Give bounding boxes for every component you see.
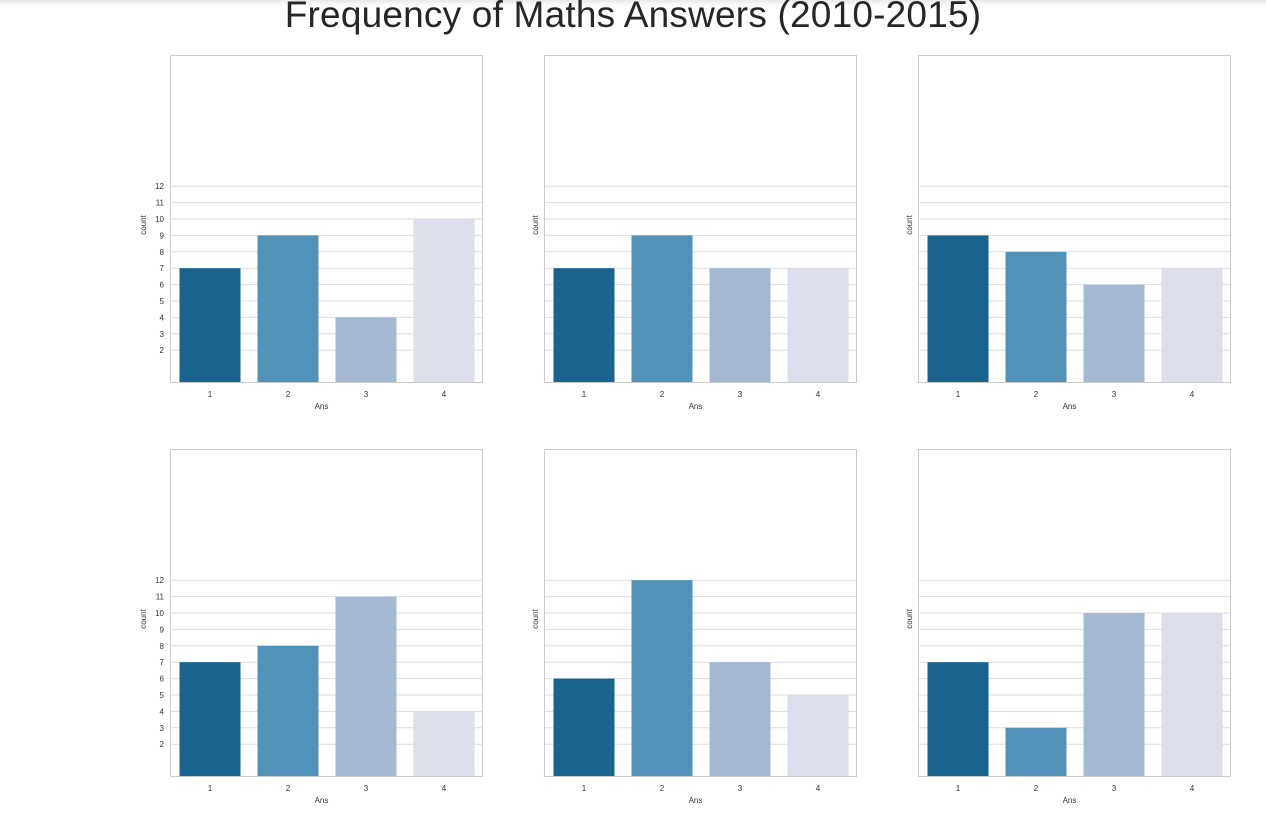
chart-title: Frequency of Maths Answers (2010-2015): [284, 0, 982, 35]
bar-3: [1083, 284, 1145, 383]
plot-frame: [170, 55, 483, 383]
x-tick-label: 3: [1112, 390, 1117, 399]
x-tick-label: 3: [738, 784, 743, 793]
y-tick-label: 6: [160, 675, 165, 684]
bar-2: [257, 235, 319, 383]
x-tick-label: 1: [208, 784, 213, 793]
bar-3: [709, 268, 771, 383]
y-tick-label: 10: [155, 215, 164, 224]
y-axis-label: count: [905, 214, 914, 234]
x-tick-label: 3: [1112, 784, 1117, 793]
x-axis-label: Ans: [689, 402, 703, 411]
y-tick-label: 10: [155, 609, 164, 618]
y-tick-label: 5: [160, 691, 165, 700]
bar-2: [1005, 727, 1067, 777]
x-tick-label: 4: [816, 390, 821, 399]
y-tick-label: 6: [160, 281, 165, 290]
y-tick-label: 9: [160, 625, 165, 634]
x-axis-label: Ans: [1063, 796, 1077, 805]
bar-4: [1161, 268, 1223, 383]
bar-4: [787, 268, 849, 383]
bar-2: [631, 235, 693, 383]
x-tick-label: 3: [364, 390, 369, 399]
x-tick-label: 2: [286, 784, 291, 793]
x-tick-label: 4: [1190, 784, 1195, 793]
y-tick-label: 11: [156, 199, 165, 208]
y-tick-label: 3: [160, 330, 165, 339]
y-tick-label: 8: [160, 642, 165, 651]
subplot-3: 1 2 3 4 Ans count: [905, 55, 1231, 411]
x-tick-label: 2: [286, 390, 291, 399]
bar-1: [927, 235, 989, 383]
y-tick-label: 12: [155, 182, 164, 191]
x-tick-label: 3: [364, 784, 369, 793]
bar-2: [631, 580, 693, 777]
y-axis-label: count: [531, 214, 540, 234]
y-tick-label: 12: [155, 576, 164, 585]
bar-3: [1083, 613, 1145, 777]
y-tick-label: 2: [160, 346, 165, 355]
x-tick-label: 2: [1034, 784, 1039, 793]
y-tick-label: 7: [160, 264, 165, 273]
y-tick-label: 5: [160, 297, 165, 306]
x-tick-label: 2: [660, 390, 665, 399]
y-tick-label: 7: [160, 658, 165, 667]
subplot-5: 1 2 3 4 Ans count: [531, 449, 857, 805]
x-tick-label: 1: [208, 390, 213, 399]
bar-2: [257, 645, 319, 777]
x-tick-label: 2: [1034, 390, 1039, 399]
x-tick-label: 4: [1190, 390, 1195, 399]
subplot-2: 1 2 3 4 Ans count: [531, 55, 857, 411]
bar-3: [335, 596, 397, 777]
plot-frame: [918, 55, 1231, 383]
bar-1: [553, 268, 615, 383]
bar-3: [335, 317, 397, 383]
x-tick-label: 1: [956, 784, 961, 793]
plot-frame: [544, 55, 857, 383]
subplot-6: 1 2 3 4 Ans count: [905, 449, 1231, 805]
bar-1: [927, 662, 989, 777]
y-tick-label: 2: [160, 740, 165, 749]
x-tick-label: 4: [816, 784, 821, 793]
bar-1: [179, 268, 241, 383]
x-tick-label: 1: [582, 784, 587, 793]
plot-frame: [544, 449, 857, 777]
bar-4: [787, 695, 849, 777]
y-tick-label: 4: [160, 707, 165, 716]
bar-4: [413, 711, 475, 777]
bar-4: [1161, 613, 1223, 777]
bar-2: [1005, 251, 1067, 383]
y-axis-label: count: [905, 608, 914, 628]
x-axis-label: Ans: [1063, 402, 1077, 411]
x-tick-label: 2: [660, 784, 665, 793]
y-tick-label: 11: [156, 593, 165, 602]
x-axis-label: Ans: [689, 796, 703, 805]
y-tick-label: 4: [160, 313, 165, 322]
plot-frame: [918, 449, 1231, 777]
top-border: [0, 0, 1266, 6]
plot-frame: [170, 449, 483, 777]
x-axis-label: Ans: [315, 796, 329, 805]
y-tick-label: 9: [160, 231, 165, 240]
x-tick-label: 1: [582, 390, 587, 399]
y-axis-label: count: [531, 608, 540, 628]
bar-1: [179, 662, 241, 777]
x-tick-label: 1: [956, 390, 961, 399]
bar-4: [413, 219, 475, 383]
x-axis-label: Ans: [315, 402, 329, 411]
bar-1: [553, 678, 615, 777]
bar-3: [709, 662, 771, 777]
y-tick-label: 8: [160, 248, 165, 257]
x-tick-label: 4: [442, 390, 447, 399]
x-tick-label: 4: [442, 784, 447, 793]
y-axis-label: count: [139, 608, 148, 628]
y-axis-label: count: [139, 214, 148, 234]
y-tick-label: 3: [160, 724, 165, 733]
x-tick-label: 3: [738, 390, 743, 399]
